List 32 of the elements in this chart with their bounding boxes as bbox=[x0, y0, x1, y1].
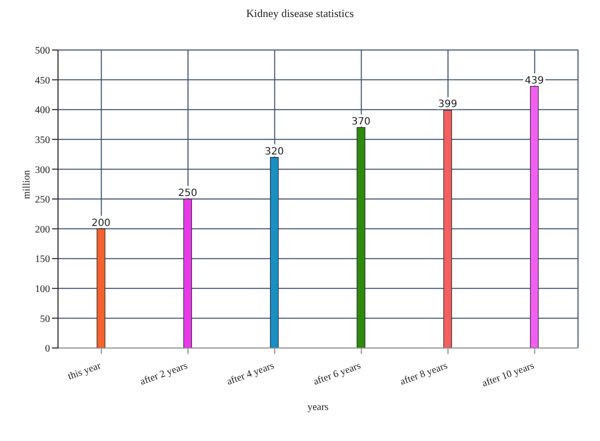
y-tick-label: 500 bbox=[35, 46, 50, 57]
y-tick-label: 50 bbox=[40, 314, 50, 325]
data-label: 399 bbox=[438, 99, 458, 110]
data-label: 370 bbox=[351, 116, 371, 128]
bar bbox=[443, 110, 452, 348]
y-tick-label: 450 bbox=[35, 75, 50, 86]
bar bbox=[356, 127, 366, 348]
x-tick-label: after 10 years bbox=[480, 360, 536, 390]
data-label: 439 bbox=[524, 75, 544, 86]
x-tick-label: after 2 years bbox=[138, 360, 190, 388]
bar bbox=[270, 156, 279, 348]
x-tick-label: after 8 years bbox=[398, 360, 450, 388]
bar bbox=[183, 198, 192, 348]
x-tick-label: after 6 years bbox=[312, 360, 362, 388]
y-tick-label: 0 bbox=[45, 344, 50, 355]
y-tick-label: 200 bbox=[35, 224, 50, 236]
x-tick-label: after 4 years bbox=[225, 360, 276, 388]
chart-title: Kidney disease statistics bbox=[245, 8, 355, 20]
y-tick-label: 400 bbox=[35, 105, 50, 116]
y-tick-label: 300 bbox=[35, 164, 50, 176]
data-label: 200 bbox=[91, 218, 111, 229]
y-tick-label: 350 bbox=[35, 134, 50, 146]
y-tick-label: 250 bbox=[35, 194, 50, 206]
y-axis-title: million bbox=[22, 170, 33, 199]
bar bbox=[96, 228, 106, 348]
x-axis-title: years bbox=[307, 402, 329, 413]
data-label: 320 bbox=[264, 146, 284, 158]
y-tick-label: 100 bbox=[35, 284, 50, 295]
x-tick-label: this year bbox=[66, 360, 103, 382]
bar bbox=[530, 86, 539, 348]
y-tick-label: 150 bbox=[35, 254, 50, 266]
data-label: 250 bbox=[178, 188, 198, 199]
